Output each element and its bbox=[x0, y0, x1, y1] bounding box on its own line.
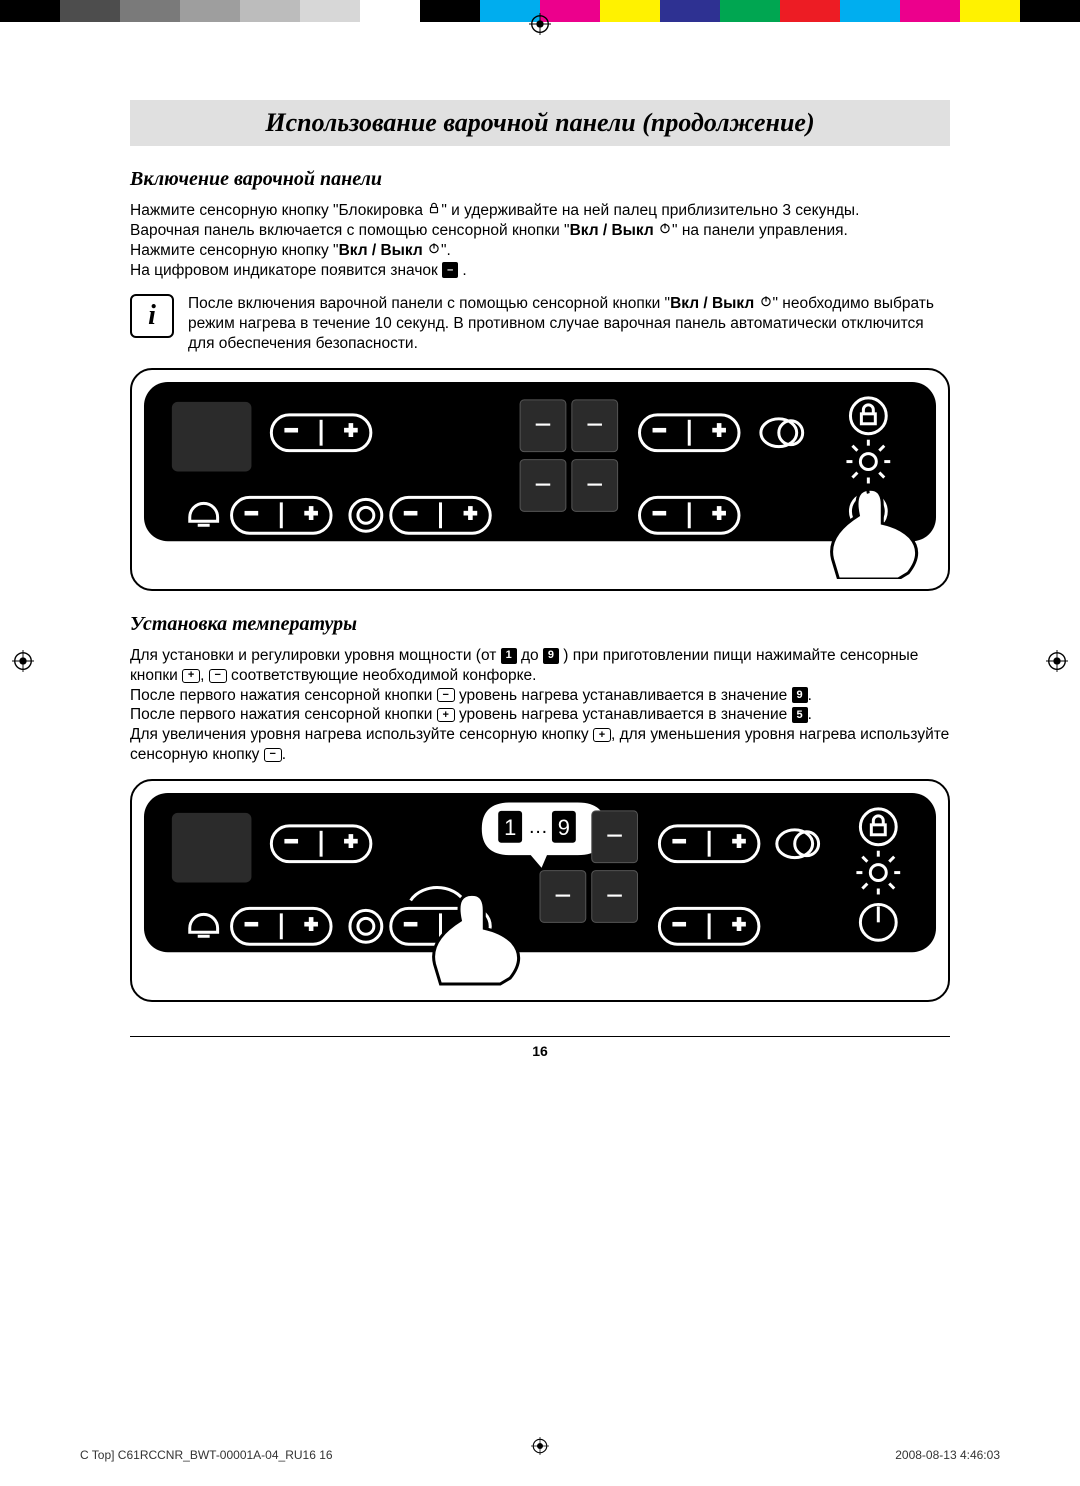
minus-icon: − bbox=[264, 748, 282, 762]
page-number: 16 bbox=[130, 1043, 950, 1059]
text: уровень нагрева устанавливается в значен… bbox=[455, 687, 792, 704]
divider bbox=[130, 1036, 950, 1037]
registration-mark-icon bbox=[1046, 650, 1068, 672]
text: Нажмите сенсорную кнопку "Блокировка bbox=[130, 202, 427, 219]
text: Вкл / Выкл bbox=[339, 242, 427, 259]
svg-text:−: − bbox=[606, 820, 623, 853]
svg-text:−: − bbox=[285, 829, 298, 854]
minus-icon: − bbox=[437, 688, 455, 702]
minus-icon: − bbox=[209, 669, 227, 683]
text: уровень нагрева устанавливается в значен… bbox=[455, 706, 792, 723]
plus-icon: + bbox=[437, 708, 455, 722]
info-text: После включения варочной панели с помощь… bbox=[188, 294, 950, 354]
svg-text:−: − bbox=[554, 879, 571, 912]
svg-text:+: + bbox=[305, 500, 318, 525]
display-dash-icon: – bbox=[442, 262, 458, 278]
svg-text:…: … bbox=[528, 816, 548, 838]
digit-5-icon: 5 bbox=[792, 707, 808, 723]
svg-text:+: + bbox=[345, 829, 358, 854]
paragraph: Нажмите сенсорную кнопку "Блокировка " и… bbox=[130, 201, 950, 280]
svg-text:−: − bbox=[653, 500, 666, 525]
text: Для установки и регулировки уровня мощно… bbox=[130, 647, 501, 664]
text: . bbox=[458, 262, 467, 279]
registration-mark-icon bbox=[529, 13, 551, 35]
svg-text:−: − bbox=[285, 418, 298, 443]
section-heading: Установка температуры bbox=[130, 613, 950, 636]
svg-text:−: − bbox=[245, 911, 258, 936]
plus-icon: + bbox=[182, 669, 200, 683]
text: После первого нажатия сенсорной кнопки bbox=[130, 706, 437, 723]
digit-9-icon: 9 bbox=[543, 648, 559, 664]
svg-text:−: − bbox=[606, 879, 623, 912]
svg-text:+: + bbox=[305, 911, 318, 936]
svg-text:+: + bbox=[733, 911, 746, 936]
text: , bbox=[200, 667, 209, 684]
text: Нажмите сенсорную кнопку " bbox=[130, 242, 339, 259]
svg-text:+: + bbox=[345, 418, 358, 443]
text: до bbox=[517, 647, 543, 664]
power-icon bbox=[427, 241, 441, 261]
svg-text:−: − bbox=[404, 911, 417, 936]
text: . bbox=[808, 687, 812, 704]
svg-text:−: − bbox=[673, 829, 686, 854]
digit-9-icon: 9 bbox=[792, 687, 808, 703]
control-panel-illustration: − + − + − + − − − − − + − + bbox=[142, 380, 938, 579]
footer-right: 2008-08-13 4:46:03 bbox=[895, 1448, 1000, 1462]
svg-text:−: − bbox=[586, 409, 603, 442]
text: . bbox=[282, 746, 286, 763]
svg-text:−: − bbox=[534, 409, 551, 442]
text: Вкл / Выкл bbox=[670, 295, 758, 312]
text: . bbox=[808, 706, 812, 723]
svg-text:−: − bbox=[586, 468, 603, 501]
svg-text:+: + bbox=[464, 500, 477, 525]
svg-text:1: 1 bbox=[504, 815, 516, 840]
text: После первого нажатия сенсорной кнопки bbox=[130, 687, 437, 704]
control-panel-figure-2: −+ −+ −+ 1 … 9 −−− −+ −+ bbox=[130, 779, 950, 1002]
svg-text:−: − bbox=[673, 911, 686, 936]
svg-text:+: + bbox=[733, 829, 746, 854]
svg-text:+: + bbox=[713, 418, 726, 443]
info-note: i После включения варочной панели с помо… bbox=[130, 294, 950, 354]
svg-text:9: 9 bbox=[558, 815, 570, 840]
info-icon: i bbox=[130, 294, 174, 338]
text: Для увеличения уровня нагрева используйт… bbox=[130, 726, 593, 743]
footer-left: C Top] C61RCCNR_BWT-00001A-04_RU16 16 bbox=[80, 1448, 333, 1462]
section-heading: Включение варочной панели bbox=[130, 168, 950, 191]
registration-mark-icon bbox=[531, 1437, 549, 1460]
svg-text:−: − bbox=[404, 500, 417, 525]
lock-icon bbox=[427, 201, 441, 221]
text: " и удерживайте на ней палец приблизител… bbox=[441, 202, 859, 219]
control-panel-figure-1: − + − + − + − − − − − + − + bbox=[130, 368, 950, 591]
text: Варочная панель включается с помощью сен… bbox=[130, 222, 570, 239]
plus-icon: + bbox=[593, 728, 611, 742]
text: ". bbox=[441, 242, 451, 259]
svg-text:+: + bbox=[713, 500, 726, 525]
paragraph: Для установки и регулировки уровня мощно… bbox=[130, 646, 950, 765]
text: Вкл / Выкл bbox=[570, 222, 658, 239]
text: соответствующие необходимой конфорке. bbox=[227, 667, 537, 684]
text: На цифровом индикаторе появится значок bbox=[130, 262, 442, 279]
registration-mark-icon bbox=[12, 650, 34, 672]
text: " на панели управления. bbox=[672, 222, 848, 239]
power-icon bbox=[658, 221, 672, 241]
power-icon bbox=[759, 294, 773, 314]
svg-text:−: − bbox=[534, 468, 551, 501]
svg-text:−: − bbox=[245, 500, 258, 525]
page-title: Использование варочной панели (продолжен… bbox=[130, 100, 950, 146]
page-content: Использование варочной панели (продолжен… bbox=[130, 100, 950, 1059]
text: После включения варочной панели с помощь… bbox=[188, 295, 670, 312]
svg-text:−: − bbox=[653, 418, 666, 443]
control-panel-illustration: −+ −+ −+ 1 … 9 −−− −+ −+ bbox=[142, 791, 938, 990]
digit-1-icon: 1 bbox=[501, 648, 517, 664]
